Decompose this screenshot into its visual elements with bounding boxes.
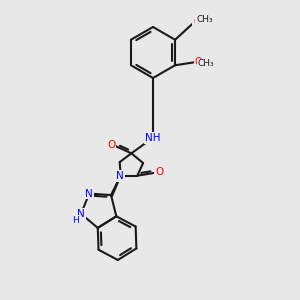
- Text: O: O: [193, 17, 201, 27]
- Text: CH₃: CH₃: [196, 15, 213, 24]
- Text: H: H: [72, 216, 79, 225]
- Text: O: O: [155, 167, 163, 177]
- Text: N: N: [77, 209, 85, 219]
- Text: N: N: [85, 189, 93, 199]
- Text: O: O: [107, 140, 115, 150]
- Text: NH: NH: [145, 133, 161, 143]
- Text: N: N: [116, 171, 124, 181]
- Text: O: O: [195, 57, 202, 67]
- Text: CH₃: CH₃: [198, 59, 214, 68]
